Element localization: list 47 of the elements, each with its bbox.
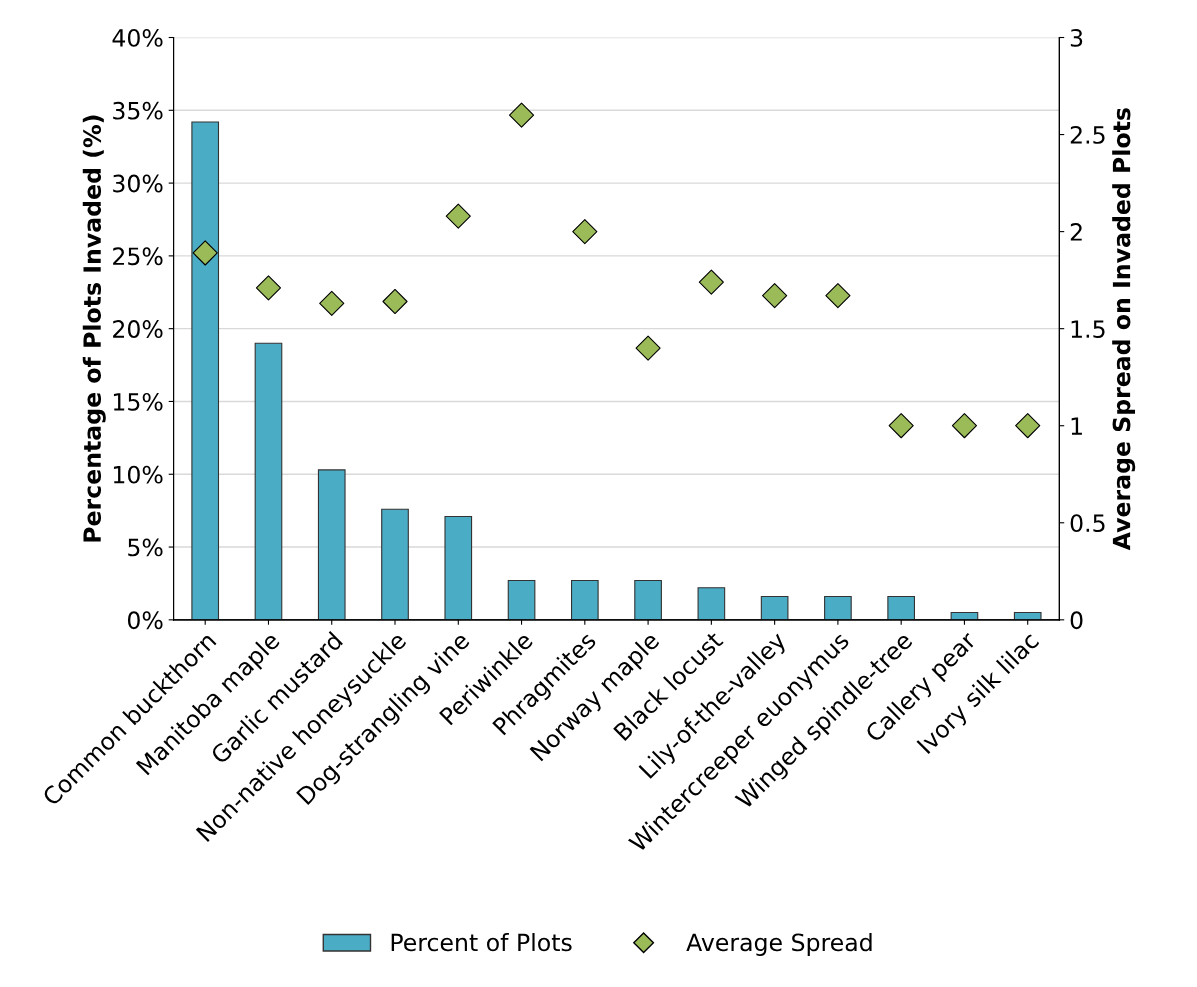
- y-tick-label: 0%: [127, 611, 163, 630]
- y-tick-label: 30%: [113, 174, 163, 193]
- bar: [760, 595, 789, 620]
- bar: [824, 595, 852, 620]
- point: [825, 283, 851, 309]
- y2-tick-label: 0.5: [1070, 514, 1105, 533]
- point: [762, 283, 788, 309]
- y-axis-title: Percentage of Plots Invaded (%): [82, 115, 106, 542]
- y2-tick-label: 1.5: [1071, 320, 1105, 338]
- legend-label: Percent of Plots: [391, 933, 572, 952]
- bar: [444, 515, 473, 620]
- y2-tick-label: 1: [1071, 417, 1082, 435]
- point: [951, 413, 978, 439]
- bar: [191, 121, 220, 620]
- bar: [381, 508, 409, 620]
- bar: [697, 587, 726, 620]
- y-tick-label: 25%: [113, 247, 163, 266]
- point: [382, 288, 408, 315]
- y-tick-label: 20%: [113, 320, 163, 338]
- bar: [317, 469, 346, 620]
- bar: [634, 579, 662, 620]
- y2-tick-label: 0: [1070, 611, 1083, 630]
- bar: [254, 342, 283, 620]
- y2-tick-label: 3: [1070, 28, 1083, 47]
- point: [255, 275, 282, 301]
- point: [508, 102, 535, 128]
- y-tick-label: 10%: [113, 465, 163, 484]
- bar: [1013, 612, 1042, 620]
- point: [319, 290, 345, 317]
- point: [445, 203, 471, 229]
- point: [192, 240, 218, 266]
- legend-label: Average Spread: [686, 933, 872, 956]
- y2-tick-label: 2.5: [1070, 126, 1105, 144]
- y-tick-label: 15%: [113, 392, 163, 411]
- y2-axis-title: Average Spread on Invaded Plots: [1112, 108, 1136, 551]
- y-tick-label: 40%: [112, 28, 163, 47]
- y2-tick-label: 2: [1070, 223, 1082, 241]
- y-tick-label: 35%: [113, 101, 163, 120]
- bar: [887, 595, 916, 620]
- point: [635, 335, 661, 361]
- point: [572, 219, 598, 245]
- point: [888, 413, 914, 439]
- bar: [570, 579, 599, 620]
- point: [1015, 413, 1041, 439]
- point: [698, 269, 724, 295]
- y-tick-label: 5%: [128, 538, 163, 557]
- bar: [507, 579, 536, 620]
